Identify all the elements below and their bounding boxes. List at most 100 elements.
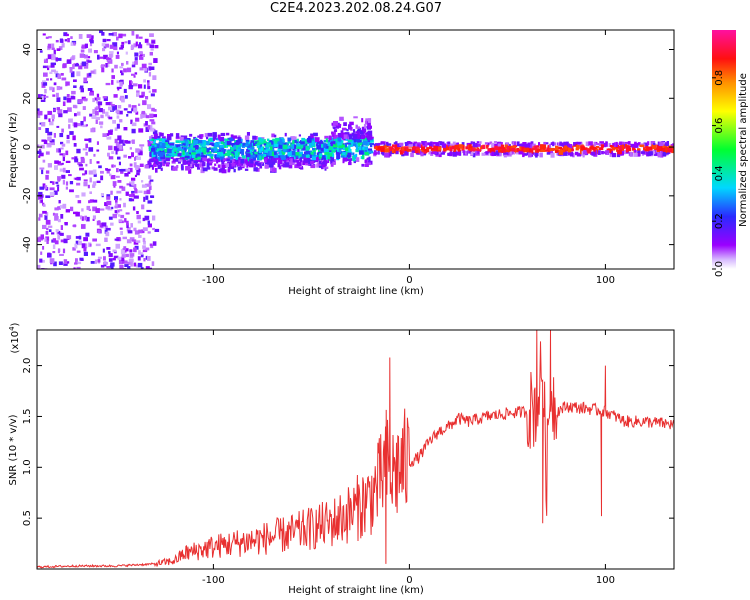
heatmap-cell <box>51 53 55 59</box>
heatmap-cell <box>550 151 553 154</box>
heatmap-cell <box>80 85 84 89</box>
heatmap-cell <box>637 142 641 146</box>
heatmap-cell <box>104 43 109 48</box>
heatmap-cell <box>355 148 359 153</box>
heatmap-cell <box>141 91 145 97</box>
heatmap-cell <box>78 235 82 240</box>
heatmap-cell <box>392 144 395 148</box>
heatmap-cell <box>568 150 571 156</box>
heatmap-cell <box>278 144 283 149</box>
heatmap-cell <box>328 137 331 143</box>
heatmap-cell <box>88 48 92 53</box>
heatmap-cell <box>62 64 66 69</box>
heatmap-cell <box>521 146 525 152</box>
heatmap-cell <box>125 212 130 215</box>
heatmap-cell <box>220 156 224 160</box>
heatmap-cell <box>310 161 314 164</box>
heatmap-cell <box>58 148 61 153</box>
heatmap-cell <box>81 44 87 49</box>
heatmap-cell <box>81 208 84 212</box>
heatmap-cell <box>269 144 274 148</box>
heatmap-cell <box>295 155 299 158</box>
heatmap-cell <box>362 154 365 160</box>
heatmap-cell <box>462 150 466 154</box>
heatmap-cell <box>386 148 390 153</box>
heatmap-cell <box>231 142 236 146</box>
heatmap-cell <box>80 121 84 126</box>
heatmap-cell <box>263 147 268 151</box>
heatmap-cell <box>336 154 341 159</box>
heatmap-cell <box>157 151 160 157</box>
heatmap-cell <box>73 177 76 180</box>
heatmap-cell <box>116 51 119 55</box>
heatmap-cell <box>583 150 588 155</box>
heatmap-cell <box>119 144 123 150</box>
heatmap-cell <box>146 209 152 212</box>
heatmap-cell <box>134 52 139 57</box>
heatmap-cell <box>279 152 284 156</box>
heatmap-cell <box>462 145 465 149</box>
heatmap-cell <box>233 145 237 149</box>
heatmap-cell <box>72 135 76 141</box>
heatmap-cell <box>547 145 550 150</box>
heatmap-cell <box>386 143 392 146</box>
heatmap-cell <box>341 132 346 137</box>
heatmap-cell <box>149 158 154 162</box>
heatmap-cell <box>132 61 136 65</box>
heatmap-cell <box>53 82 57 86</box>
heatmap-cell <box>550 142 554 145</box>
heatmap-cell <box>133 107 138 113</box>
heatmap-cell <box>564 145 568 150</box>
heatmap-cell <box>191 161 196 164</box>
heatmap-cell <box>515 152 519 155</box>
heatmap-cell <box>101 32 105 36</box>
heatmap-cell <box>236 140 239 144</box>
heatmap-cell <box>275 137 280 142</box>
heatmap-cell <box>39 167 45 170</box>
heatmap-cell <box>306 157 311 162</box>
heatmap-cell <box>393 142 397 145</box>
snr-y-multiplier: (x104) <box>8 322 21 353</box>
heatmap-cell <box>51 43 55 48</box>
heatmap-cell <box>245 139 250 142</box>
heatmap-cell <box>89 177 92 183</box>
heatmap-cell <box>147 141 150 147</box>
heatmap-cell <box>286 146 290 149</box>
heatmap-cell <box>465 146 469 150</box>
heatmap-cell <box>242 143 245 148</box>
heatmap-cell <box>160 151 165 155</box>
heatmap-cell <box>348 144 352 147</box>
heatmap-cell <box>127 230 133 234</box>
heatmap-cell <box>88 72 92 77</box>
heatmap-cell <box>38 94 41 99</box>
heatmap-cell <box>346 129 349 132</box>
heatmap-cell <box>44 237 47 242</box>
heatmap-cell <box>123 108 128 111</box>
heatmap-cell <box>73 143 77 147</box>
heatmap-cell <box>123 246 127 250</box>
heatmap-cell <box>227 137 231 140</box>
heatmap-cell <box>40 144 45 149</box>
heatmap-cell <box>414 146 419 149</box>
heatmap-cell <box>227 164 232 169</box>
heatmap-cell <box>277 148 282 152</box>
heatmap-cell <box>484 152 489 155</box>
heatmap-cell <box>335 124 340 129</box>
heatmap-cell <box>145 195 149 200</box>
heatmap-cell <box>358 146 361 152</box>
heatmap-cell <box>106 194 111 198</box>
heatmap-cell <box>143 84 146 89</box>
heatmap-cell <box>117 256 122 260</box>
heatmap-cell <box>420 152 424 157</box>
heatmap-cell <box>472 143 478 148</box>
heatmap-cell <box>65 150 69 156</box>
heatmap-cell <box>239 166 243 170</box>
heatmap-cell <box>160 154 165 160</box>
heatmap-cell <box>428 151 431 155</box>
heatmap-cell <box>89 113 93 117</box>
heatmap-cell <box>142 245 146 249</box>
heatmap-cell <box>206 148 210 153</box>
heatmap-cell <box>633 153 638 157</box>
heatmap-cell <box>63 259 68 264</box>
heatmap-cell <box>449 143 455 146</box>
